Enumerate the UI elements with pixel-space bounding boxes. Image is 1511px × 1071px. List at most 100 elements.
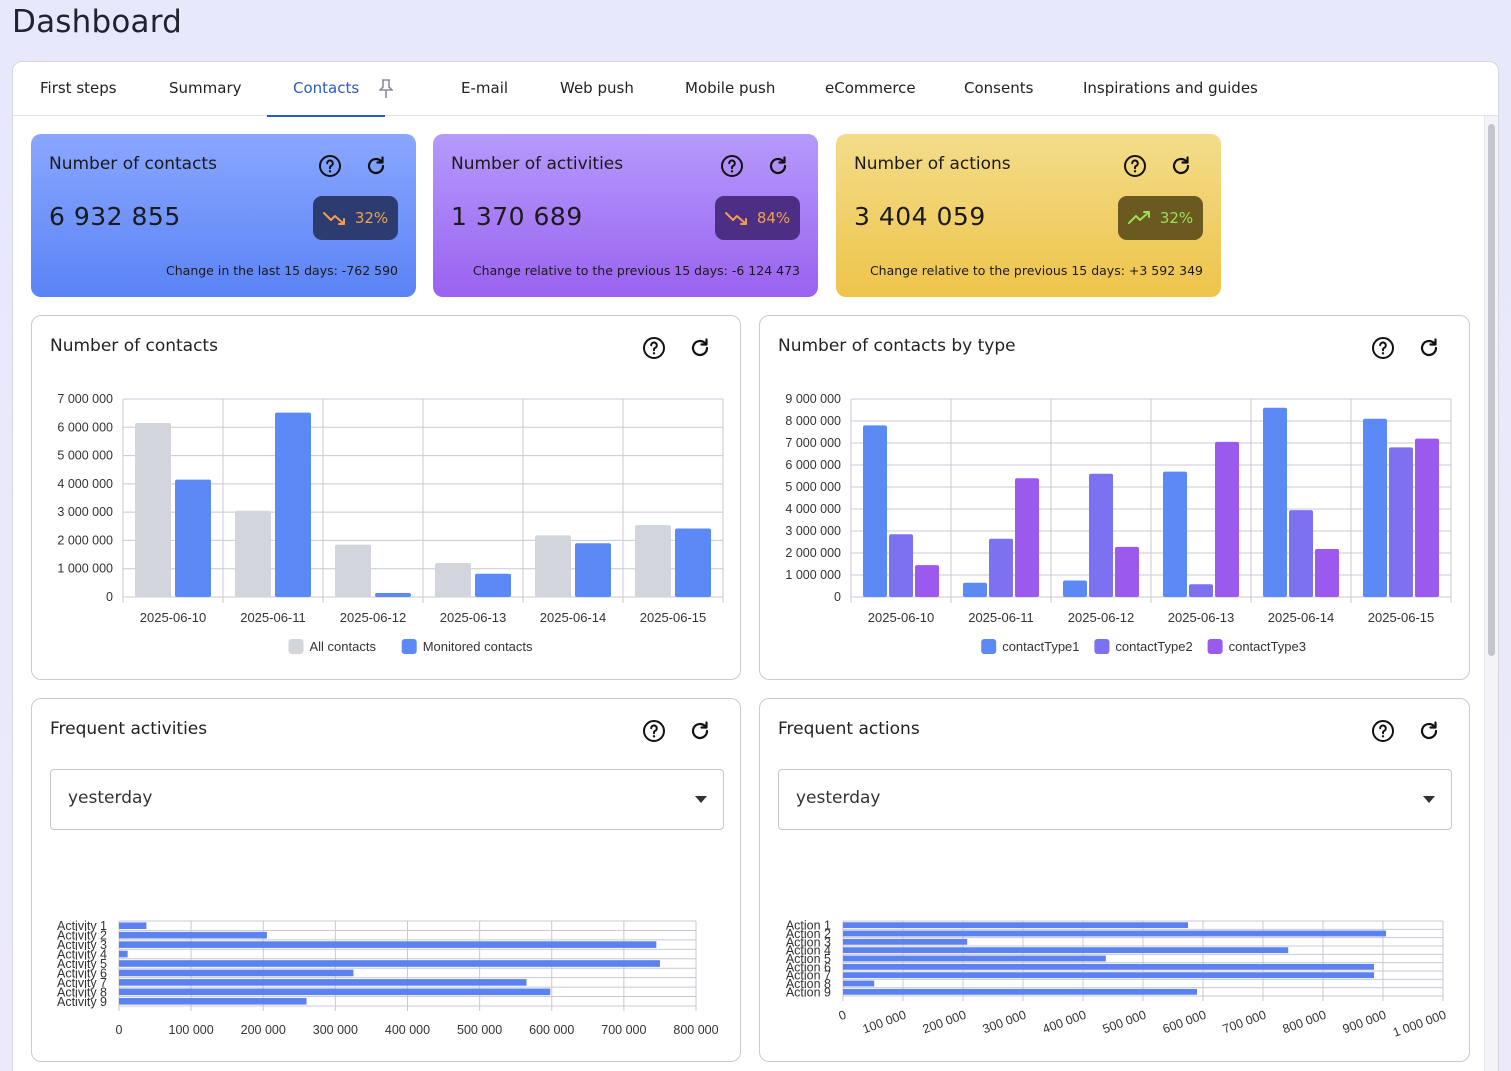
card-title: Number of contacts bbox=[50, 336, 218, 356]
bar bbox=[675, 528, 711, 597]
help-icon[interactable] bbox=[318, 154, 342, 178]
bar bbox=[843, 955, 1106, 962]
kpi-value: 3 404 059 bbox=[854, 202, 986, 231]
y-tick-label: 4 000 000 bbox=[57, 477, 113, 491]
bar bbox=[1215, 441, 1239, 597]
tab-inspirations-and-guides[interactable]: Inspirations and guides bbox=[1083, 79, 1258, 97]
bar bbox=[915, 565, 939, 597]
tab-first-steps[interactable]: First steps bbox=[40, 79, 117, 97]
y-tick-label: 3 000 000 bbox=[57, 505, 113, 519]
y-tick-label: Action 9 bbox=[786, 985, 831, 999]
trend-down-icon bbox=[322, 212, 345, 225]
y-tick-label: Activity 4 bbox=[57, 948, 107, 962]
bar bbox=[863, 425, 887, 597]
trend-badge: 84% bbox=[715, 196, 800, 240]
refresh-icon[interactable] bbox=[1417, 719, 1441, 743]
x-tick-label: 2025-06-11 bbox=[240, 610, 306, 625]
kpi-footer: Change relative to the previous 15 days:… bbox=[869, 263, 1203, 278]
refresh-icon[interactable] bbox=[1169, 154, 1193, 178]
bar bbox=[1163, 471, 1187, 597]
help-icon[interactable] bbox=[720, 154, 744, 178]
kpi-footer: Change in the last 15 days: -762 590 bbox=[166, 263, 398, 278]
activities-hbar-chart: 0 100 000 200 000 300 000 400 000 500 000 600 … bbox=[57, 919, 719, 1037]
y-tick-label: 8 000 000 bbox=[785, 414, 841, 428]
scrollbar-thumb[interactable] bbox=[1488, 124, 1495, 656]
help-icon[interactable] bbox=[1123, 154, 1147, 178]
refresh-icon[interactable] bbox=[1417, 336, 1441, 360]
refresh-icon[interactable] bbox=[766, 154, 790, 178]
x-tick-label: 400 000 bbox=[385, 1023, 430, 1037]
bar bbox=[1415, 438, 1439, 597]
refresh-icon[interactable] bbox=[688, 719, 712, 743]
y-tick-label: 7 000 000 bbox=[785, 436, 841, 450]
period-select[interactable]: yesterday bbox=[50, 769, 724, 830]
legend-swatch bbox=[1207, 639, 1223, 654]
help-icon[interactable] bbox=[642, 719, 666, 743]
y-tick-label: 9 000 000 bbox=[785, 392, 841, 406]
bar bbox=[963, 582, 987, 597]
x-tick-label: 600 000 bbox=[529, 1023, 574, 1037]
help-icon[interactable] bbox=[1371, 719, 1395, 743]
help-icon[interactable] bbox=[1371, 336, 1395, 360]
x-tick-label: 200 000 bbox=[241, 1023, 286, 1037]
bar bbox=[843, 922, 1188, 929]
y-tick-label: Activity 7 bbox=[57, 976, 107, 990]
bar bbox=[535, 535, 571, 597]
bar bbox=[119, 941, 657, 948]
tab-contacts[interactable]: Contacts bbox=[266, 62, 386, 117]
x-tick-label: 700 000 bbox=[1221, 1008, 1268, 1037]
tab-summary[interactable]: Summary bbox=[169, 79, 242, 97]
kpi-value: 1 370 689 bbox=[451, 202, 583, 231]
bar bbox=[1289, 510, 1313, 597]
bar bbox=[1189, 584, 1213, 597]
vertical-scrollbar[interactable] bbox=[1484, 116, 1498, 1071]
x-tick-label: 300 000 bbox=[313, 1023, 358, 1037]
y-tick-label: Action 7 bbox=[786, 969, 831, 983]
y-tick-label: Activity 1 bbox=[57, 919, 107, 933]
bar bbox=[335, 544, 371, 597]
y-tick-label: Activity 5 bbox=[57, 957, 107, 971]
x-tick-label: 2025-06-10 bbox=[868, 610, 935, 625]
trend-badge: 32% bbox=[313, 196, 398, 240]
tab-mobile-push[interactable]: Mobile push bbox=[685, 79, 776, 97]
y-tick-label: Action 3 bbox=[786, 935, 831, 949]
y-tick-label: Action 5 bbox=[786, 952, 831, 966]
y-tick-label: Activity 9 bbox=[57, 995, 107, 1009]
y-tick-label: 4 000 000 bbox=[785, 502, 841, 516]
actions-hbar-chart: 0 100 000 200 000 300 000 400 000 500 000 600 … bbox=[786, 919, 1448, 1040]
refresh-icon[interactable] bbox=[364, 154, 388, 178]
tab-consents[interactable]: Consents bbox=[964, 79, 1034, 97]
contacts-chart-card: Number of contacts 0 1 000 000 2 000 000 3 … bbox=[31, 315, 741, 680]
x-tick-label: 2025-06-12 bbox=[1068, 610, 1135, 625]
card-title: Frequent activities bbox=[50, 719, 208, 739]
legend-swatch bbox=[288, 639, 304, 654]
bar bbox=[119, 969, 354, 977]
pin-icon[interactable] bbox=[378, 79, 394, 103]
bar bbox=[119, 988, 551, 996]
x-tick-label: 0 bbox=[116, 1023, 123, 1037]
x-tick-label: 800 000 bbox=[1281, 1008, 1328, 1037]
bar bbox=[375, 593, 411, 597]
dashboard-panel: First steps Summary Contacts E-mail Web … bbox=[12, 61, 1499, 1071]
x-tick-label: 2025-06-15 bbox=[1368, 610, 1435, 625]
kpi-title: Number of actions bbox=[854, 154, 1011, 174]
trend-percent: 32% bbox=[1159, 209, 1194, 227]
bar bbox=[119, 931, 267, 939]
tab-ecommerce[interactable]: eCommerce bbox=[825, 79, 916, 97]
select-value: yesterday bbox=[68, 788, 153, 808]
kpi-card-actions: Number of actions 3 404 059 32% Change r… bbox=[836, 134, 1221, 297]
y-tick-label: Action 4 bbox=[786, 944, 831, 958]
bar bbox=[843, 947, 1289, 954]
x-tick-label: 500 000 bbox=[457, 1023, 502, 1037]
contacts-bar-chart: 0 1 000 000 2 000 000 3 000 000 4 000 000 5 0… bbox=[57, 392, 724, 654]
period-select[interactable]: yesterday bbox=[778, 769, 1452, 830]
card-title: Number of contacts by type bbox=[778, 336, 1016, 356]
refresh-icon[interactable] bbox=[688, 336, 712, 360]
help-icon[interactable] bbox=[642, 336, 666, 360]
caret-down-icon bbox=[1423, 796, 1435, 803]
trend-percent: 84% bbox=[756, 209, 791, 227]
tab-web-push[interactable]: Web push bbox=[560, 79, 634, 97]
tab-email[interactable]: E-mail bbox=[461, 79, 509, 97]
bar bbox=[843, 930, 1386, 937]
bar bbox=[1363, 418, 1387, 597]
